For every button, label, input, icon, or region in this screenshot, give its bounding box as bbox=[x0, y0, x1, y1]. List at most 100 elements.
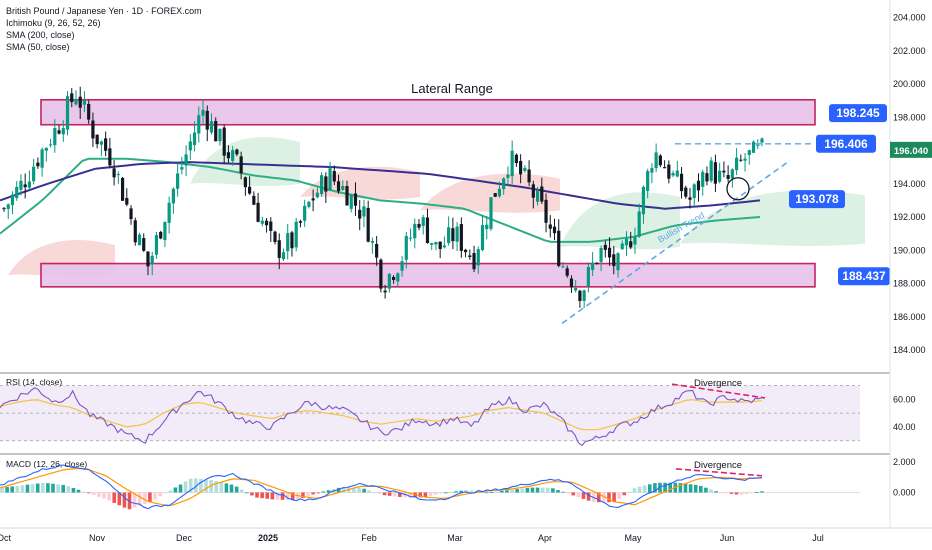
candle-body[interactable] bbox=[447, 227, 451, 243]
candle-body[interactable] bbox=[480, 225, 485, 251]
candle-body[interactable] bbox=[163, 221, 167, 241]
candle-body[interactable] bbox=[654, 152, 658, 169]
candle-body[interactable] bbox=[430, 242, 434, 245]
indicator-ichimoku[interactable]: Ichimoku (9, 26, 52, 26) bbox=[6, 18, 101, 28]
candle-body[interactable] bbox=[353, 193, 358, 206]
candle-body[interactable] bbox=[256, 202, 260, 222]
candle-body[interactable] bbox=[688, 197, 692, 200]
candle-body[interactable] bbox=[514, 154, 518, 164]
candle-body[interactable] bbox=[751, 141, 756, 153]
candle-body[interactable] bbox=[332, 171, 336, 182]
candle-body[interactable] bbox=[44, 147, 48, 151]
candle-body[interactable] bbox=[61, 128, 65, 135]
candle-body[interactable] bbox=[2, 208, 6, 210]
candle-body[interactable] bbox=[493, 193, 497, 197]
candle-body[interactable] bbox=[527, 169, 531, 183]
candle-body[interactable] bbox=[277, 240, 281, 258]
candle-body[interactable] bbox=[650, 168, 654, 173]
candle-body[interactable] bbox=[159, 231, 163, 239]
candle-body[interactable] bbox=[10, 194, 15, 206]
candle-body[interactable] bbox=[362, 206, 366, 217]
candle-body[interactable] bbox=[574, 287, 578, 291]
candle-body[interactable] bbox=[226, 152, 231, 159]
candle-body[interactable] bbox=[167, 202, 171, 223]
candle-body[interactable] bbox=[375, 243, 379, 258]
candle-body[interactable] bbox=[468, 255, 472, 258]
candle-body[interactable] bbox=[108, 148, 112, 166]
candle-body[interactable] bbox=[497, 188, 502, 197]
candle-body[interactable] bbox=[421, 217, 425, 227]
candle-body[interactable] bbox=[82, 99, 87, 105]
candle-body[interactable] bbox=[133, 220, 137, 243]
candle-body[interactable] bbox=[290, 232, 294, 249]
candle-body[interactable] bbox=[99, 141, 103, 145]
candle-body[interactable] bbox=[150, 255, 154, 265]
candle-body[interactable] bbox=[603, 244, 607, 250]
rsi-pane[interactable]: 60.00 40.00 bbox=[0, 383, 916, 447]
candle-body[interactable] bbox=[692, 184, 696, 199]
candle-body[interactable] bbox=[629, 241, 633, 248]
candle-body[interactable] bbox=[273, 231, 277, 243]
candle-body[interactable] bbox=[624, 238, 629, 246]
candle-body[interactable] bbox=[696, 180, 701, 191]
candle-body[interactable] bbox=[730, 169, 734, 179]
candle-body[interactable] bbox=[146, 251, 150, 267]
candle-body[interactable] bbox=[722, 170, 726, 173]
candle-body[interactable] bbox=[65, 96, 70, 130]
candle-body[interactable] bbox=[455, 226, 459, 242]
candle-body[interactable] bbox=[298, 221, 303, 223]
candle-body[interactable] bbox=[701, 171, 705, 187]
candle-body[interactable] bbox=[57, 130, 61, 134]
candle-body[interactable] bbox=[125, 198, 129, 205]
candle-body[interactable] bbox=[74, 98, 78, 105]
candle-body[interactable] bbox=[684, 187, 688, 197]
candle-body[interactable] bbox=[599, 247, 603, 262]
candle-body[interactable] bbox=[188, 141, 192, 151]
candle-body[interactable] bbox=[519, 160, 523, 175]
candle-body[interactable] bbox=[612, 254, 616, 267]
candle-body[interactable] bbox=[281, 252, 286, 260]
candle-body[interactable] bbox=[607, 247, 612, 258]
candle-body[interactable] bbox=[260, 220, 264, 224]
indicator-sma-200[interactable]: SMA (200, close) bbox=[6, 30, 75, 40]
candle-body[interactable] bbox=[552, 226, 557, 234]
candle-body[interactable] bbox=[239, 156, 243, 174]
candle-body[interactable] bbox=[489, 197, 493, 229]
candle-body[interactable] bbox=[658, 155, 662, 166]
candle-body[interactable] bbox=[324, 176, 328, 192]
level-label-box[interactable] bbox=[829, 104, 887, 123]
candle-body[interactable] bbox=[112, 168, 116, 178]
candle-body[interactable] bbox=[311, 198, 315, 201]
candle-body[interactable] bbox=[705, 173, 709, 182]
candle-body[interactable] bbox=[595, 262, 599, 264]
candle-body[interactable] bbox=[231, 150, 235, 161]
candle-body[interactable] bbox=[557, 230, 561, 266]
candle-body[interactable] bbox=[370, 241, 375, 243]
candle-body[interactable] bbox=[201, 109, 205, 116]
candle-body[interactable] bbox=[734, 157, 739, 171]
candle-body[interactable] bbox=[675, 170, 679, 177]
candle-body[interactable] bbox=[663, 167, 667, 169]
candle-body[interactable] bbox=[264, 220, 269, 226]
candle-body[interactable] bbox=[248, 186, 252, 194]
candle-body[interactable] bbox=[171, 188, 175, 204]
level-label-box[interactable] bbox=[789, 190, 845, 209]
symbol-title[interactable]: British Pound / Japanese Yen · 1D · FORE… bbox=[6, 6, 202, 16]
candle-body[interactable] bbox=[667, 164, 671, 179]
candle-body[interactable] bbox=[197, 115, 201, 134]
level-label-box[interactable] bbox=[816, 134, 876, 153]
candle-body[interactable] bbox=[747, 150, 751, 156]
candle-body[interactable] bbox=[286, 233, 290, 252]
candle-body[interactable] bbox=[540, 186, 544, 202]
candle-body[interactable] bbox=[218, 128, 222, 142]
candle-body[interactable] bbox=[425, 217, 430, 243]
candle-body[interactable] bbox=[252, 195, 256, 205]
candle-body[interactable] bbox=[434, 242, 438, 245]
candle-body[interactable] bbox=[104, 138, 108, 151]
indicator-sma-50[interactable]: SMA (50, close) bbox=[6, 42, 70, 52]
candle-body[interactable] bbox=[760, 138, 764, 143]
candle-body[interactable] bbox=[36, 162, 40, 167]
candle-body[interactable] bbox=[582, 290, 586, 301]
candle-body[interactable] bbox=[476, 249, 480, 266]
